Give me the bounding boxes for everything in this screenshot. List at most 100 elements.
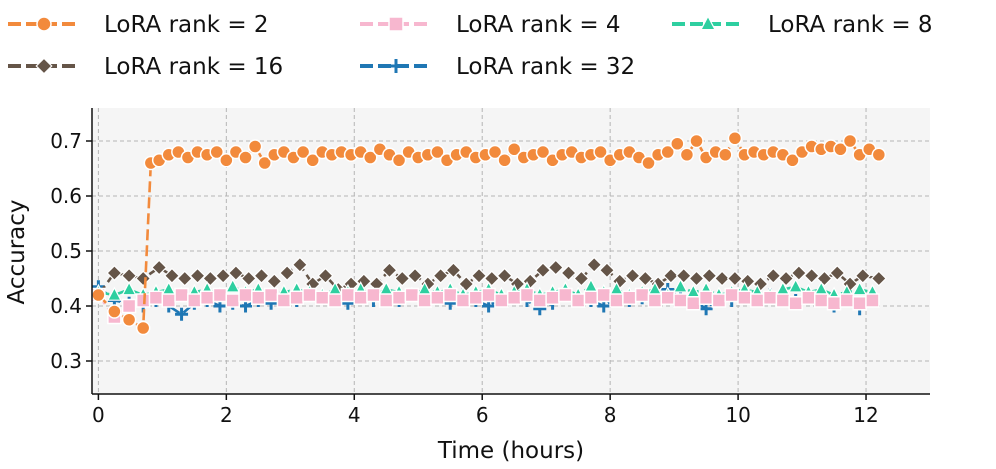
data-point [727, 131, 743, 146]
legend-label: LoRA rank = 4 [456, 12, 621, 38]
data-point [865, 293, 880, 308]
data-point [814, 293, 829, 308]
data-point [637, 270, 654, 287]
legend-marker [36, 16, 52, 32]
data-point [353, 290, 368, 305]
data-point [327, 293, 343, 308]
data-point [487, 144, 503, 160]
data-point [532, 293, 548, 308]
data-point [391, 290, 407, 305]
data-point [829, 265, 846, 281]
data-point [121, 312, 137, 327]
data-point [534, 262, 551, 279]
data-point [622, 290, 637, 305]
data-point [257, 155, 272, 171]
data-point [174, 287, 189, 303]
data-point [609, 293, 624, 308]
legend-marker [388, 16, 404, 32]
data-point [788, 296, 803, 311]
data-point [151, 259, 168, 276]
data-point [289, 290, 304, 305]
data-point [624, 267, 641, 284]
data-point [106, 265, 123, 281]
x-ticks: 0 2 4 6 8 10 12 [92, 394, 879, 427]
data-point [305, 153, 320, 168]
data-point [737, 290, 752, 305]
data-point [496, 267, 513, 284]
data-point [701, 267, 718, 284]
data-point [688, 270, 705, 287]
data-point [263, 287, 279, 303]
data-point [673, 278, 689, 293]
data-point [547, 259, 564, 276]
data-point [135, 320, 151, 336]
data-point [762, 290, 778, 305]
series-1 [91, 131, 887, 336]
data-point [407, 267, 424, 284]
data-point [227, 265, 244, 281]
data-point [417, 293, 432, 308]
data-point [432, 267, 449, 284]
data-point [404, 287, 420, 303]
data-point [558, 287, 573, 303]
y-tick-label: 0.6 [50, 184, 82, 208]
data-point [698, 290, 714, 305]
x-tick-label: 12 [853, 403, 878, 427]
series-layer [90, 131, 887, 336]
data-point [481, 287, 496, 303]
data-point [778, 270, 795, 287]
x-tick-label: 8 [604, 403, 617, 427]
data-point [247, 139, 263, 154]
y-tick-label: 0.5 [50, 239, 82, 263]
legend-label: LoRA rank = 8 [768, 12, 933, 38]
data-point [506, 142, 522, 157]
data-point [212, 287, 228, 303]
y-tick-label: 0.4 [50, 294, 82, 318]
legend-item: LoRA rank = 8 [672, 12, 933, 38]
data-point [442, 287, 458, 303]
data-point [161, 293, 177, 308]
data-point [187, 293, 202, 308]
data-point [135, 270, 152, 287]
data-point [302, 287, 317, 303]
data-point [570, 293, 586, 308]
data-point [839, 293, 855, 308]
legend-label: LoRA rank = 16 [104, 54, 283, 80]
legend-marker [389, 59, 403, 73]
data-point [670, 136, 685, 151]
data-point [381, 262, 398, 279]
data-point [686, 296, 701, 311]
y-tick-label: 0.3 [50, 349, 82, 373]
data-point [641, 155, 656, 171]
data-point [598, 262, 615, 279]
data-point [148, 290, 164, 305]
legend: LoRA rank = 2 LoRA rank = 4 LoRA rank = 8 L… [8, 12, 933, 80]
data-point [225, 278, 241, 293]
data-point [107, 304, 122, 319]
data-point [340, 287, 356, 303]
data-point [225, 293, 240, 308]
data-point [163, 267, 180, 284]
data-point [219, 153, 234, 168]
x-tick-label: 6 [476, 403, 489, 427]
data-point [724, 287, 739, 303]
data-point [430, 290, 445, 305]
data-point [634, 287, 650, 303]
legend-item: LoRA rank = 16 [8, 54, 283, 80]
data-point [833, 142, 848, 157]
data-point [279, 265, 296, 281]
data-point [91, 287, 106, 303]
data-point [317, 267, 334, 284]
data-point [711, 293, 727, 308]
data-point [276, 293, 292, 308]
data-point [430, 144, 445, 160]
data-point [379, 293, 394, 308]
x-tick-label: 4 [348, 403, 361, 427]
data-point [458, 276, 475, 292]
data-point [238, 150, 253, 165]
legend-marker [700, 15, 716, 31]
data-point [765, 267, 782, 284]
y-axis-title: Accuracy [4, 199, 30, 304]
data-point [253, 267, 270, 284]
data-point [689, 133, 704, 149]
